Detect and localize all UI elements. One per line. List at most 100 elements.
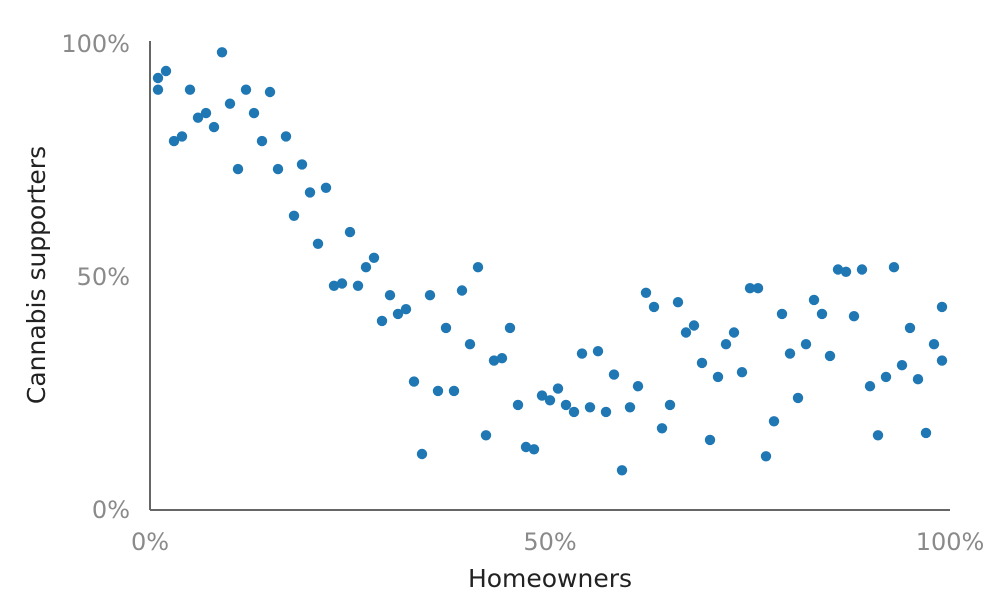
data-point-20 bbox=[304, 187, 316, 198]
data-point-17 bbox=[280, 131, 292, 142]
data-point-85 bbox=[824, 350, 836, 362]
data-point-44 bbox=[496, 353, 508, 364]
data-point-31 bbox=[392, 308, 404, 320]
data-point-52 bbox=[560, 399, 572, 411]
data-point-36 bbox=[432, 385, 444, 397]
data-point-66 bbox=[672, 297, 684, 308]
data-point-57 bbox=[600, 406, 612, 418]
x-tick-label-50: 50% bbox=[523, 528, 576, 556]
data-point-83 bbox=[808, 294, 820, 306]
data-point-3 bbox=[168, 135, 180, 147]
data-point-9 bbox=[216, 47, 228, 58]
data-point-75 bbox=[744, 283, 756, 294]
data-point-24 bbox=[336, 278, 348, 289]
data-point-41 bbox=[472, 262, 484, 273]
data-point-2 bbox=[160, 65, 172, 77]
data-point-22 bbox=[320, 182, 332, 193]
data-point-48 bbox=[528, 444, 540, 455]
data-point-21 bbox=[312, 238, 324, 249]
data-point-63 bbox=[648, 301, 660, 313]
data-point-98 bbox=[928, 339, 940, 350]
y-tick-label-50: 50% bbox=[77, 263, 130, 291]
data-point-86 bbox=[832, 264, 844, 275]
data-point-82 bbox=[800, 339, 812, 350]
data-point-45 bbox=[504, 322, 516, 334]
y-tick-label-100: 100% bbox=[61, 30, 130, 58]
data-point-11 bbox=[232, 163, 244, 175]
data-point-35 bbox=[424, 290, 436, 301]
data-point-79 bbox=[776, 308, 788, 320]
data-point-47 bbox=[520, 441, 532, 453]
x-tick-label-100: 100% bbox=[916, 528, 985, 556]
data-point-93 bbox=[888, 262, 900, 273]
data-point-73 bbox=[728, 327, 740, 338]
data-point-51 bbox=[552, 383, 564, 394]
data-point-33 bbox=[408, 376, 420, 387]
data-point-53 bbox=[568, 406, 580, 418]
data-point-4 bbox=[176, 131, 188, 142]
data-point-15 bbox=[264, 86, 276, 98]
data-point-40 bbox=[464, 339, 476, 350]
data-point-29 bbox=[376, 315, 388, 327]
y-tick-label-0: 0% bbox=[92, 496, 130, 524]
data-point-62 bbox=[640, 287, 652, 298]
data-point-26 bbox=[352, 280, 364, 291]
data-point-5 bbox=[184, 84, 196, 95]
data-point-54 bbox=[576, 348, 588, 359]
data-point-80 bbox=[784, 348, 796, 359]
data-point-7 bbox=[200, 107, 212, 119]
data-point-12 bbox=[240, 84, 252, 95]
data-point-1 bbox=[152, 84, 164, 95]
data-point-25 bbox=[344, 226, 356, 238]
data-point-42 bbox=[480, 430, 492, 441]
data-point-67 bbox=[680, 327, 692, 338]
data-point-28 bbox=[368, 252, 380, 263]
data-point-32 bbox=[400, 304, 412, 315]
data-point-19 bbox=[296, 159, 308, 170]
data-point-74 bbox=[736, 367, 748, 378]
data-point-10 bbox=[224, 98, 236, 109]
data-point-55 bbox=[584, 402, 596, 413]
data-point-99 bbox=[936, 355, 948, 366]
data-point-49 bbox=[536, 390, 548, 401]
x-axis-label: Homeowners bbox=[468, 564, 632, 593]
data-point-43 bbox=[488, 355, 500, 366]
data-point-90 bbox=[864, 381, 876, 392]
data-point-94 bbox=[896, 360, 908, 371]
data-point-50 bbox=[544, 395, 556, 406]
data-point-88 bbox=[848, 311, 860, 322]
data-point-78 bbox=[768, 416, 780, 427]
data-point-14 bbox=[256, 135, 268, 147]
data-point-97 bbox=[920, 427, 932, 439]
data-point-100 bbox=[936, 301, 948, 313]
data-point-59 bbox=[616, 465, 628, 476]
data-point-56 bbox=[592, 346, 604, 357]
data-point-96 bbox=[912, 374, 924, 385]
data-point-68 bbox=[688, 320, 700, 331]
data-point-58 bbox=[608, 369, 620, 380]
data-point-69 bbox=[696, 357, 708, 369]
data-point-18 bbox=[288, 210, 300, 221]
y-axis-label: Cannabis supporters bbox=[22, 146, 51, 404]
data-point-0 bbox=[152, 72, 164, 84]
data-point-16 bbox=[272, 163, 284, 175]
data-point-81 bbox=[792, 392, 804, 404]
data-point-89 bbox=[856, 264, 868, 275]
data-points bbox=[152, 47, 948, 476]
data-point-23 bbox=[328, 280, 340, 291]
x-tick-label-0: 0% bbox=[131, 528, 169, 556]
data-point-71 bbox=[712, 371, 724, 383]
data-point-70 bbox=[704, 434, 716, 446]
data-point-65 bbox=[664, 399, 676, 411]
data-point-27 bbox=[360, 262, 372, 273]
data-point-60 bbox=[624, 402, 636, 413]
data-point-61 bbox=[632, 381, 644, 392]
data-point-76 bbox=[752, 283, 764, 294]
data-point-72 bbox=[720, 339, 732, 350]
data-point-8 bbox=[208, 121, 220, 133]
data-point-77 bbox=[760, 451, 772, 462]
data-point-39 bbox=[456, 285, 468, 296]
data-point-95 bbox=[904, 322, 916, 334]
data-point-6 bbox=[192, 112, 204, 123]
